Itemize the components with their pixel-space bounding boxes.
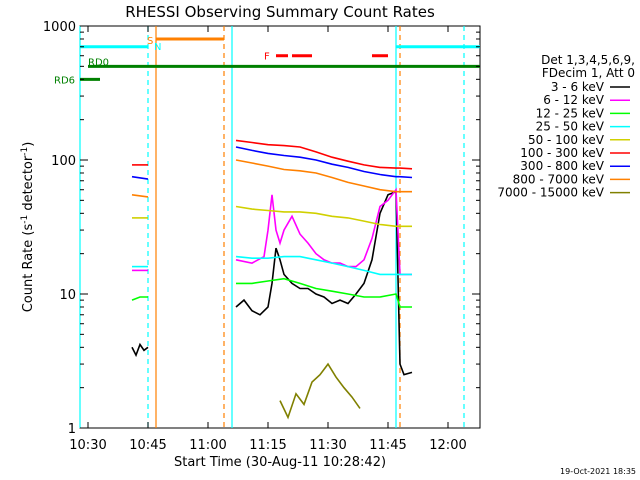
y-tick-label-3: 1000 xyxy=(43,20,76,35)
legend-label-7: 800 - 7000 keV xyxy=(513,172,605,186)
legend-label-8: 7000 - 15000 keV xyxy=(497,186,604,200)
y-tick-label-2: 100 xyxy=(51,154,76,169)
y-axis-label: Count Rate (s-1 detector-1) xyxy=(20,142,36,313)
flag-label-1: RD0 xyxy=(88,57,109,68)
series-line-1-1 xyxy=(235,187,412,276)
series-line-0-1 xyxy=(235,190,413,376)
y-axis-label-main: Count Rate (s xyxy=(21,224,36,313)
series-line-0-0 xyxy=(131,342,149,358)
flag-bars: RD6 RD0 F SN xyxy=(54,36,480,86)
x-tick-label-6: 12:00 xyxy=(429,438,466,453)
x-tick-label-2: 11:00 xyxy=(189,438,226,453)
series-line-7-1 xyxy=(235,159,412,193)
series-line-3-1 xyxy=(235,255,412,276)
x-tick-label-5: 11:45 xyxy=(369,438,406,453)
legend: Det 1,3,4,5,6,9, FDecim 1, Att 0 3 - 6 k… xyxy=(497,53,635,200)
x-tick-label-1: 10:45 xyxy=(129,438,166,453)
series-line-5-1 xyxy=(235,139,413,170)
timestamp: 19-Oct-2021 18:35 xyxy=(560,467,636,476)
series-line-6-1 xyxy=(235,146,413,179)
saa-label: S xyxy=(147,36,153,47)
x-axis-label: Start Time (30-Aug-11 10:28:42) xyxy=(174,455,386,470)
legend-header-1: Det 1,3,4,5,6,9, xyxy=(541,53,635,67)
plot-frame xyxy=(79,25,481,429)
legend-label-5: 100 - 300 keV xyxy=(520,146,604,160)
legend-label-3: 25 - 50 keV xyxy=(536,120,605,134)
y-tick-label-1: 10 xyxy=(59,288,76,303)
flag-label-0: RD6 xyxy=(54,75,75,86)
x-tick-label-4: 11:30 xyxy=(309,438,346,453)
y-axis-label-sup1: -1 xyxy=(20,215,30,224)
y-axis-label-sup2: -1 xyxy=(20,147,30,156)
chart-title: RHESSI Observing Summary Count Rates xyxy=(125,3,435,21)
flare-label: F xyxy=(264,52,270,63)
series-line-2-1 xyxy=(236,277,412,308)
y-tick-label-0: 1 xyxy=(68,422,76,437)
series-line-4-1 xyxy=(235,205,412,228)
plot-area xyxy=(79,25,481,429)
x-tick-label-3: 11:15 xyxy=(249,438,286,453)
y-axis-label-end: ) xyxy=(21,142,36,147)
legend-label-6: 300 - 800 keV xyxy=(520,159,604,173)
x-axis-ticks: 10:30 10:45 11:00 11:15 11:30 11:45 12:00 xyxy=(69,26,467,453)
legend-label-0: 3 - 6 keV xyxy=(551,80,605,94)
legend-header-2: FDecim 1, Att 0 xyxy=(542,66,635,80)
series-line-7-0 xyxy=(131,194,149,198)
legend-label-1: 6 - 12 keV xyxy=(543,93,605,107)
x-tick-label-0: 10:30 xyxy=(69,438,106,453)
series-line-8-0 xyxy=(279,362,361,420)
series-line-2-0 xyxy=(131,296,148,301)
legend-label-4: 50 - 100 keV xyxy=(528,133,605,147)
night-label: N xyxy=(154,42,161,53)
y-axis-ticks: 1 10 100 1000 xyxy=(43,20,480,437)
legend-label-2: 12 - 25 keV xyxy=(536,106,605,120)
series-line-6-0 xyxy=(131,175,149,180)
series-lines xyxy=(131,139,413,420)
y-axis-label-mid: detector xyxy=(21,155,36,215)
